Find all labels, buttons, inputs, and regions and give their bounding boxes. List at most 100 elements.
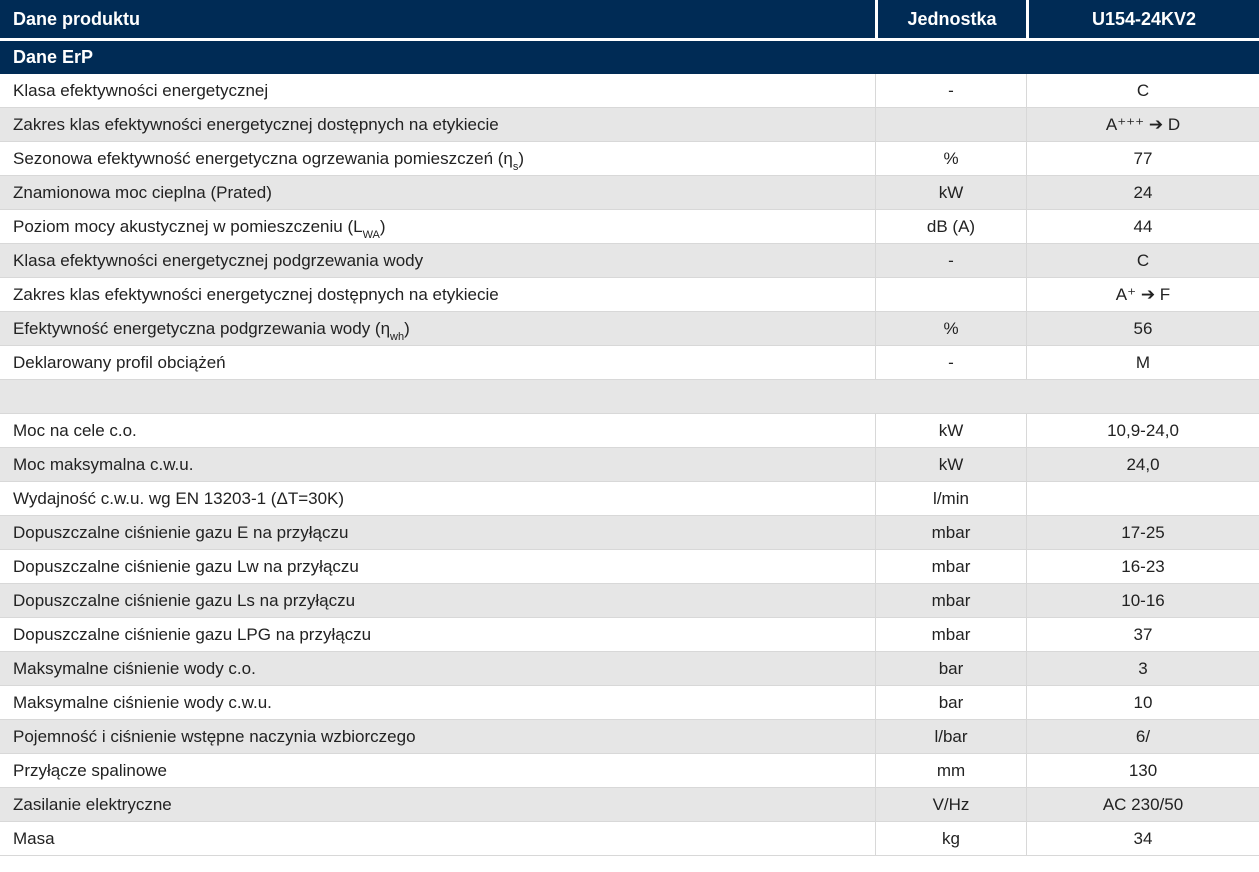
header-model-column: U154-24KV2 [1026,0,1259,38]
row-label-sub: WA [362,228,380,241]
row-label: Maksymalne ciśnienie wody c.o. [0,652,875,685]
table-row: Klasa efektywności energetycznej - C [0,74,1259,107]
table-row: Wydajność c.w.u. wg EN 13203-1 (ΔT=30K) … [0,481,1259,515]
row-unit: mm [875,754,1026,787]
row-value: AC 230/50 [1026,788,1259,821]
spacer-row [0,379,1259,413]
row-label: Dopuszczalne ciśnienie gazu E na przyłąc… [0,516,875,549]
row-label-main: Efektywność energetyczna podgrzewania wo… [13,318,391,338]
row-label-end: ) [518,148,525,168]
row-label: Maksymalne ciśnienie wody c.w.u. [0,686,875,719]
row-label-main: Maksymalne ciśnienie wody c.o. [13,658,256,678]
row-label: Moc maksymalna c.w.u. [0,448,875,481]
table-row: Zakres klas efektywności energetycznej d… [0,107,1259,141]
row-label: Poziom mocy akustycznej w pomieszczeniu … [0,210,875,243]
row-unit: bar [875,652,1026,685]
row-value: 37 [1026,618,1259,651]
row-unit: - [875,346,1026,379]
table-row: Sezonowa efektywność energetyczna ogrzew… [0,141,1259,175]
row-label-sub: s [512,160,519,173]
row-label: Klasa efektywności energetycznej [0,74,875,107]
row-value: 130 [1026,754,1259,787]
row-label-main: Zakres klas efektywności energetycznej d… [13,284,499,304]
row-unit: l/min [875,482,1026,515]
row-value: 77 [1026,142,1259,175]
row-label: Pojemność i ciśnienie wstępne naczynia w… [0,720,875,753]
row-value: M [1026,346,1259,379]
row-unit: V/Hz [875,788,1026,821]
row-label: Efektywność energetyczna podgrzewania wo… [0,312,875,345]
row-label: Dopuszczalne ciśnienie gazu LPG na przył… [0,618,875,651]
row-unit [875,108,1026,141]
row-label-main: Sezonowa efektywność energetyczna ogrzew… [13,148,513,168]
row-unit: kW [875,448,1026,481]
row-label-main: Deklarowany profil obciążeń [13,352,226,372]
row-value: 24,0 [1026,448,1259,481]
row-unit: mbar [875,516,1026,549]
row-label: Masa [0,822,875,855]
row-label-main: Dopuszczalne ciśnienie gazu LPG na przył… [13,624,372,644]
row-label: Klasa efektywności energetycznej podgrze… [0,244,875,277]
header-unit-column: Jednostka [875,0,1026,38]
table-row: Moc na cele c.o. kW 10,9-24,0 [0,413,1259,447]
row-label: Przyłącze spalinowe [0,754,875,787]
table-row: Deklarowany profil obciążeń - M [0,345,1259,379]
row-label: Sezonowa efektywność energetyczna ogrzew… [0,142,875,175]
row-value: 10-16 [1026,584,1259,617]
row-value: 10 [1026,686,1259,719]
table-body: Klasa efektywności energetycznej - C Zak… [0,74,1259,855]
table-row: Przyłącze spalinowe mm 130 [0,753,1259,787]
row-unit: bar [875,686,1026,719]
row-label-main: Moc maksymalna c.w.u. [13,454,194,474]
row-unit: - [875,74,1026,107]
row-label-main: Pojemność i ciśnienie wstępne naczynia w… [13,726,416,746]
row-label: Moc na cele c.o. [0,414,875,447]
row-label-main: Dopuszczalne ciśnienie gazu Ls na przyłą… [13,590,356,610]
row-unit: l/bar [875,720,1026,753]
row-unit: % [875,142,1026,175]
row-value: C [1026,244,1259,277]
table-row: Zasilanie elektryczne V/Hz AC 230/50 [0,787,1259,821]
row-value: A⁺ ➔ F [1026,278,1259,311]
row-label-end: ) [404,318,410,338]
row-label-main: Poziom mocy akustycznej w pomieszczeniu … [13,216,363,236]
row-label-main: Wydajność c.w.u. wg EN 13203-1 (ΔT=30K) [13,488,345,508]
row-label-main: Dopuszczalne ciśnienie gazu Lw na przyłą… [13,556,359,576]
row-label: Zasilanie elektryczne [0,788,875,821]
section-header-erp-label: Dane ErP [13,47,94,67]
row-label: Deklarowany profil obciążeń [0,346,875,379]
row-label-main: Masa [13,828,55,848]
row-unit: kW [875,414,1026,447]
table-header-row: Dane produktu Jednostka U154-24KV2 [0,0,1259,38]
row-label-main: Dopuszczalne ciśnienie gazu E na przyłąc… [13,522,349,542]
table-row: Znamionowa moc cieplna (Prated) kW 24 [0,175,1259,209]
table-row: Efektywność energetyczna podgrzewania wo… [0,311,1259,345]
row-label-main: Znamionowa moc cieplna (Prated) [13,182,272,202]
row-label-main: Przyłącze spalinowe [13,760,168,780]
row-label: Wydajność c.w.u. wg EN 13203-1 (ΔT=30K) [0,482,875,515]
table-row: Poziom mocy akustycznej w pomieszczeniu … [0,209,1259,243]
header-product-data: Dane produktu [13,8,141,29]
row-label: Zakres klas efektywności energetycznej d… [0,108,875,141]
table-row: Dopuszczalne ciśnienie gazu Ls na przyłą… [0,583,1259,617]
table-row: Maksymalne ciśnienie wody c.o. bar 3 [0,651,1259,685]
row-value [1026,482,1259,515]
row-label: Znamionowa moc cieplna (Prated) [0,176,875,209]
row-unit: mbar [875,584,1026,617]
row-unit [875,278,1026,311]
table-row: Dopuszczalne ciśnienie gazu Lw na przyłą… [0,549,1259,583]
row-unit: kW [875,176,1026,209]
row-value: 16-23 [1026,550,1259,583]
row-unit: mbar [875,618,1026,651]
table-row: Moc maksymalna c.w.u. kW 24,0 [0,447,1259,481]
table-row: Zakres klas efektywności energetycznej d… [0,277,1259,311]
table-row: Masa kg 34 [0,821,1259,855]
row-label-main: Klasa efektywności energetycznej podgrze… [13,250,424,270]
row-value: 56 [1026,312,1259,345]
table-row: Dopuszczalne ciśnienie gazu LPG na przył… [0,617,1259,651]
row-value: C [1026,74,1259,107]
row-value: 44 [1026,210,1259,243]
row-unit: mbar [875,550,1026,583]
row-value: 34 [1026,822,1259,855]
